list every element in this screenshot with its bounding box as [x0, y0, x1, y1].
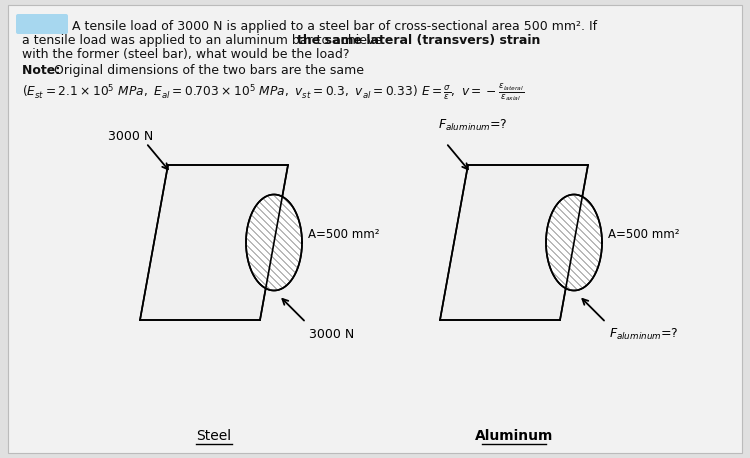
Text: A=500 mm²: A=500 mm² — [608, 228, 680, 241]
Text: the same lateral (transvers) strain: the same lateral (transvers) strain — [297, 34, 540, 47]
Text: $(E_{st} = 2.1 \times 10^5\ MPa,\ E_{al} = 0.703 \times 10^5\ MPa,\ v_{st} = 0.3: $(E_{st} = 2.1 \times 10^5\ MPa,\ E_{al}… — [22, 82, 524, 103]
Text: A=500 mm²: A=500 mm² — [308, 228, 380, 241]
Text: $F_{aluminum}$=?: $F_{aluminum}$=? — [609, 327, 679, 342]
FancyBboxPatch shape — [16, 14, 68, 34]
FancyBboxPatch shape — [8, 5, 742, 453]
Text: Note:: Note: — [22, 64, 64, 77]
Text: 3000 N: 3000 N — [309, 328, 354, 341]
Text: Original dimensions of the two bars are the same: Original dimensions of the two bars are … — [54, 64, 364, 77]
Text: a tensile load was applied to an aluminum bar to achieve: a tensile load was applied to an aluminu… — [22, 34, 386, 47]
Polygon shape — [546, 195, 602, 290]
Text: Steel: Steel — [196, 429, 232, 443]
Polygon shape — [140, 165, 288, 320]
Text: A tensile load of 3000 N is applied to a steel bar of cross-sectional area 500 m: A tensile load of 3000 N is applied to a… — [72, 20, 597, 33]
Text: Aluminum: Aluminum — [475, 429, 554, 443]
Text: with the former (steel bar), what would be the load?: with the former (steel bar), what would … — [22, 48, 350, 61]
Polygon shape — [246, 195, 302, 290]
Text: 3000 N: 3000 N — [108, 131, 153, 143]
Polygon shape — [440, 165, 588, 320]
Text: $F_{aluminum}$=?: $F_{aluminum}$=? — [438, 118, 508, 133]
